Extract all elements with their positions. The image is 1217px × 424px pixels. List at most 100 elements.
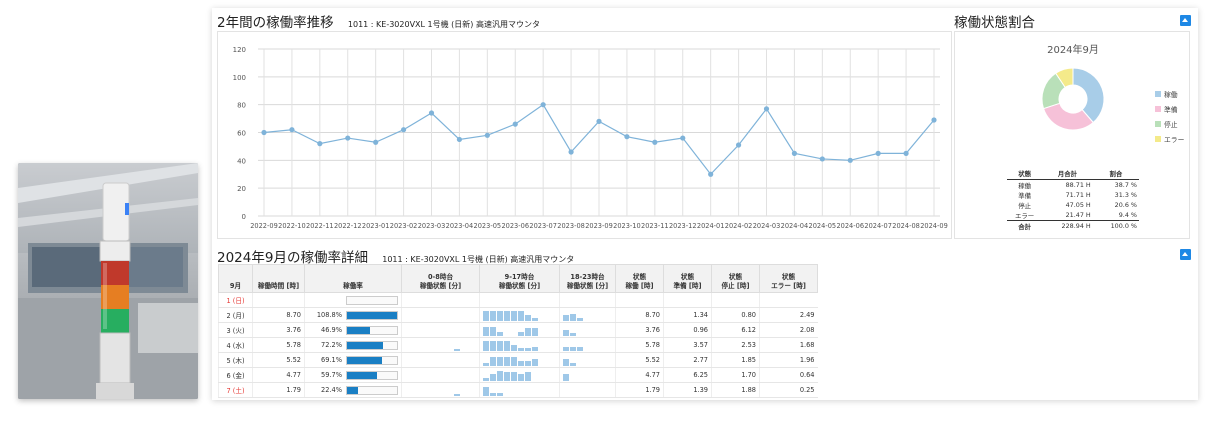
detail-header-cell: 9-17時台 稼働状態 [分] [479,264,560,293]
histogram-bar [577,317,583,321]
ratio-month: 2024年9月 [1047,45,1099,56]
state-histogram [483,295,556,306]
detail-row[interactable]: 5 (木) 5.52 69.1% 5.52 2.77 1.85 1.96 [218,352,818,368]
detail-rate-cell: 72.2% [304,337,402,353]
stats-row: 停止 47.05 H 20.6 % [1007,200,1139,210]
detail-cell: 4 (水) [218,337,253,353]
y-tick-label: 120 [233,46,246,54]
detail-cell [401,292,480,308]
state-histogram [563,310,612,321]
detail-cell: 4.77 [615,367,664,383]
detail-row[interactable]: 3 (火) 3.76 46.9% 3.76 0.96 6.12 2.08 [218,322,818,338]
detail-cell [559,292,616,308]
detail-header-cell: 状態 停止 [時] [711,264,760,293]
histogram-bar [504,310,510,321]
detail-cell: 5 (木) [218,352,253,368]
detail-row[interactable]: 7 (土) 1.79 22.4% 1.79 1.39 1.88 0.25 [218,382,818,398]
detail-cell: 2.77 [663,352,712,368]
detail-cell: 1.68 [759,337,818,353]
rate-bar [346,355,398,365]
detail-cell [479,367,560,383]
rate-bar-fill [347,341,384,349]
histogram-bar [497,356,503,366]
detail-cell [559,367,616,383]
state-histogram [405,370,476,381]
detail-row[interactable]: 6 (金) 4.77 59.7% 4.77 6.25 1.70 0.64 [218,367,818,383]
x-tick-label: 2024-07 [864,222,892,230]
stats-cell: 47.05 H [1065,201,1091,209]
stats-cell: 準備 [1018,191,1031,200]
detail-cell: 1.85 [711,352,760,368]
data-point [763,106,770,112]
stats-cell: 稼働 [1018,181,1031,190]
histogram-bar [497,310,503,321]
detail-cell: 1.79 [615,382,664,398]
detail-row[interactable]: 1 (日) [218,292,818,308]
detail-cell: 6.12 [711,322,760,338]
histogram-bar [518,360,524,366]
data-point [484,132,490,138]
rate-text: 22.4% [321,386,342,394]
x-tick-label: 2023-11 [641,222,669,230]
x-tick-label: 2023-10 [613,222,641,230]
rate-text: 69.1% [321,356,342,364]
histogram-bar [511,356,517,366]
detail-cell [401,367,480,383]
histogram-bar [525,371,531,381]
data-point [261,129,267,136]
detail-cell [559,307,616,323]
stats-total-cell: 合計 [1007,220,1043,231]
rate-text: 59.7% [321,371,342,379]
detail-rate-cell: 22.4% [304,382,402,398]
histogram-bar [483,362,489,366]
rate-text: 46.9% [321,326,342,334]
ratio-collapse-button[interactable] [1180,15,1191,26]
x-tick-label: 2024-05 [809,222,837,230]
detail-collapse-button[interactable] [1180,249,1191,260]
state-histogram [405,310,476,321]
legend-label-error: エラー [1164,136,1185,144]
detail-cell [559,337,616,353]
donut-slice [1055,67,1074,89]
stats-cell: 停止 [1018,201,1031,210]
x-tick-label: 2022-10 [278,222,306,230]
x-tick-label: 2023-05 [474,222,502,230]
detail-cell: 1.79 [252,382,305,398]
detail-cell: 1.39 [663,382,712,398]
histogram-bar [511,310,517,321]
state-histogram [563,295,612,306]
histogram-bar [490,373,496,381]
stats-header-ratio: 割合 [1092,168,1139,180]
stats-total-cell: 100.0 % [1092,220,1139,231]
x-tick-label: 2023-04 [446,222,474,230]
stats-cell: 38.7 % [1114,181,1137,189]
detail-cell [615,292,664,308]
detail-header-cell: 18-23時台 稼働状態 [分] [559,264,616,293]
state-histogram [483,310,556,321]
stats-total-row: 合計 228.94 H 100.0 % [1007,220,1139,231]
detail-cell: 2.53 [711,337,760,353]
rate-text: 108.8% [316,311,342,319]
x-tick-label: 2023-12 [669,222,697,230]
data-point [708,171,714,177]
trend-machine-name: 1011 : KE-3020VXL 1号機 (日新) 高速汎用マウンタ [347,20,540,29]
detail-header: 2024年9月の稼働率詳細 1011 : KE-3020VXL 1号機 (日新)… [217,246,574,266]
detail-row[interactable]: 4 (水) 5.78 72.2% 5.78 3.57 2.53 1.68 [218,337,818,353]
detail-header-cell: 0-8時台 稼働状態 [分] [401,264,480,293]
rate-bar [346,340,398,350]
histogram-bar [525,327,531,336]
detail-cell: 5.78 [252,337,305,353]
detail-cell: 0.64 [759,367,818,383]
detail-cell: 2 (月) [218,307,253,323]
histogram-bar [518,310,524,321]
legend-label-run: 稼働 [1164,91,1178,99]
detail-cell [479,352,560,368]
detail-cell: 0.80 [711,307,760,323]
histogram-bar [483,386,489,396]
detail-row[interactable]: 2 (月) 8.70 108.8% 8.70 1.34 0.80 2.49 [218,307,818,323]
detail-cell [559,352,616,368]
histogram-bar [504,371,510,381]
histogram-bar [490,326,496,336]
state-histogram [563,325,612,336]
histogram-bar [483,326,489,336]
